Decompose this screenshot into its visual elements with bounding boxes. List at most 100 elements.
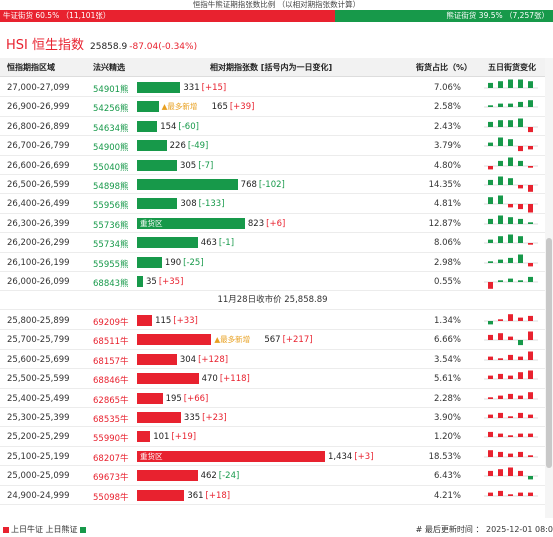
- bull-table-row[interactable]: 25,800-25,899 69209牛 115 [+33] 1.34%: [0, 311, 545, 331]
- spark-bar: [518, 317, 523, 321]
- spark-bar: [528, 370, 533, 380]
- bear-table-row[interactable]: 27,000-27,099 54901熊 331 [+15] 7.06%: [0, 78, 545, 98]
- heavy-zone-label: 重货区: [140, 451, 163, 461]
- contracts-bar: [137, 489, 185, 501]
- footer: 上日牛证 上日熊证 # 最后更新时间 ： 2025-12-01 08:0: [0, 522, 553, 537]
- spark-bar: [488, 197, 493, 205]
- spark-bar: [508, 435, 513, 438]
- scrollbar-thumb[interactable]: [546, 238, 552, 468]
- warrant-code-link[interactable]: 69209牛: [93, 318, 129, 328]
- spark-bar: [508, 119, 513, 127]
- spark-bar: [528, 331, 533, 341]
- spark-bar: [508, 336, 513, 341]
- price-range: 26,400-26,499: [7, 199, 70, 210]
- price-range: 25,600-25,699: [7, 354, 70, 365]
- contracts-count: 154: [160, 121, 177, 132]
- warrant-code-link[interactable]: 55990牛: [93, 434, 129, 445]
- heavy-zone-label: 重货区: [140, 218, 163, 228]
- warrant-code-link[interactable]: 55736熊: [93, 220, 129, 231]
- warrant-code-link[interactable]: 55040熊: [93, 162, 129, 173]
- spark-bar: [528, 315, 533, 321]
- bull-table-row[interactable]: 25,200-25,299 55990牛 101 [+19] 1.20%: [0, 427, 545, 447]
- bear-table-row[interactable]: 26,600-26,699 55040熊 305 [-7] 4.80%: [0, 156, 545, 175]
- bull-table-row[interactable]: 25,300-25,399 68535牛 335 [+23] 3.90%: [0, 408, 545, 428]
- contracts-daily-change: [+23]: [202, 413, 227, 423]
- bear-table-row[interactable]: 26,000-26,099 68843熊 35 [+35] 0.55%: [0, 272, 545, 292]
- col-code: 法兴精选: [93, 63, 125, 72]
- bull-table-row[interactable]: 25,600-25,699 68157牛 304 [+128] 3.54%: [0, 350, 545, 370]
- warrant-code-link[interactable]: 68207牛: [93, 453, 129, 464]
- index-value: 25858.9: [90, 42, 128, 52]
- warrant-code-link[interactable]: 55955熊: [93, 259, 129, 270]
- spark-bar: [518, 236, 523, 244]
- spark-bar: [488, 449, 493, 457]
- warrant-code-link[interactable]: 62865牛: [93, 395, 129, 406]
- warrant-code-link[interactable]: 54256熊: [93, 104, 129, 115]
- street-share: 4.21%: [433, 490, 461, 501]
- warrant-code-link[interactable]: 55734熊: [93, 240, 129, 251]
- price-range: 26,300-26,399: [7, 218, 70, 229]
- contracts-daily-change: [-24]: [218, 471, 240, 482]
- spark-bar: [528, 391, 533, 399]
- bear-table-row[interactable]: 26,900-26,999 54256熊 ▲最多新增 165 [+39] 2.58%: [0, 97, 545, 117]
- bull-table-row[interactable]: 25,100-25,199 68207牛 重货区 1,434 [+3] 18.53%: [0, 447, 545, 467]
- warrant-code-link[interactable]: 54898熊: [93, 182, 129, 192]
- spark-bar: [488, 471, 493, 477]
- warrant-code-link[interactable]: 54901熊: [93, 85, 129, 95]
- contracts-value: 226 [-49]: [170, 141, 209, 151]
- five-day-sparkline: [484, 176, 538, 192]
- bull-table-row[interactable]: 25,000-25,099 69673牛 462 [-24] 6.43%: [0, 466, 545, 486]
- legend: 上日牛证 上日熊证: [3, 522, 88, 537]
- warrant-code-link[interactable]: 68535牛: [93, 415, 129, 425]
- bear-table-row[interactable]: 26,700-26,799 54900熊 226 [-49] 3.79%: [0, 136, 545, 156]
- warrant-code-link[interactable]: 55956熊: [93, 201, 129, 212]
- five-day-sparkline: [484, 490, 538, 496]
- col-spark: 五日街货变化: [488, 63, 536, 72]
- price-range: 27,000-27,099: [7, 83, 70, 93]
- contracts-count: 567: [264, 335, 281, 346]
- bull-table-row[interactable]: 25,700-25,799 68511牛 ▲最多新增 567 [+217] 6.66%: [0, 330, 545, 350]
- spark-bar: [528, 146, 533, 150]
- bear-table-row[interactable]: 26,200-26,299 55734熊 463 [-1] 8.06%: [0, 233, 545, 253]
- price-range: 25,700-25,799: [7, 335, 70, 346]
- warrant-code-link[interactable]: 69673牛: [93, 473, 129, 484]
- price-range: 25,200-25,299: [7, 432, 70, 443]
- street-share: 2.28%: [433, 393, 461, 404]
- spark-bar: [528, 100, 533, 108]
- spark-bar: [498, 176, 503, 185]
- warrant-code-link[interactable]: 54634熊: [93, 123, 129, 134]
- street-share: 4.81%: [433, 199, 461, 210]
- warrant-code-link[interactable]: 68843熊: [93, 279, 129, 289]
- price-range: 26,900-26,999: [7, 102, 70, 113]
- spark-bar: [498, 195, 503, 205]
- bull-table-row[interactable]: 25,500-25,599 68846牛 470 [+118] 5.61%: [0, 369, 545, 389]
- scrollbar[interactable]: [545, 58, 553, 518]
- spark-bar: [488, 321, 493, 325]
- bull-table-row[interactable]: 24,900-24,999 55098牛 361 [+18] 4.21%: [0, 486, 545, 505]
- spark-bar: [518, 102, 523, 108]
- contracts-daily-change: [+66]: [183, 393, 209, 404]
- spark-bar: [498, 412, 503, 418]
- contracts-bar: [137, 159, 177, 171]
- bear-table-row[interactable]: 26,400-26,499 55956熊 308 [-133] 4.81%: [0, 194, 545, 214]
- warrant-code-link[interactable]: 68157牛: [93, 356, 129, 367]
- spark-bar: [528, 126, 533, 132]
- price-range: 25,800-25,899: [7, 316, 70, 326]
- bull-table-row[interactable]: 25,400-25,499 62865牛 195 [+66] 2.28%: [0, 389, 545, 408]
- bear-table-row[interactable]: 26,800-26,899 54634熊 154 [-60] 2.43%: [0, 117, 545, 137]
- warrant-code-link[interactable]: 55098牛: [93, 492, 129, 503]
- warrant-code-link[interactable]: 68511牛: [93, 337, 129, 348]
- street-share: 18.53%: [428, 451, 461, 462]
- warrant-code-link[interactable]: 68846牛: [93, 376, 129, 387]
- warrant-code-link[interactable]: 54900熊: [93, 143, 129, 154]
- bear-table-row[interactable]: 26,500-26,599 54898熊 768 [-102] 14.35%: [0, 175, 545, 195]
- contracts-value: 308 [-133]: [180, 199, 224, 209]
- spark-bar: [518, 433, 523, 438]
- spark-bar: [498, 358, 503, 360]
- bear-table-row[interactable]: 26,300-26,399 55736熊 重货区 823 [+6] 12.87%: [0, 214, 545, 234]
- contracts-daily-change: [+15]: [201, 83, 227, 93]
- bear-table-row[interactable]: 26,100-26,199 55955熊 190 [-25] 2.98%: [0, 253, 545, 272]
- spark-bar: [488, 282, 493, 289]
- spark-bar: [508, 204, 513, 208]
- spark-bar: [508, 257, 513, 263]
